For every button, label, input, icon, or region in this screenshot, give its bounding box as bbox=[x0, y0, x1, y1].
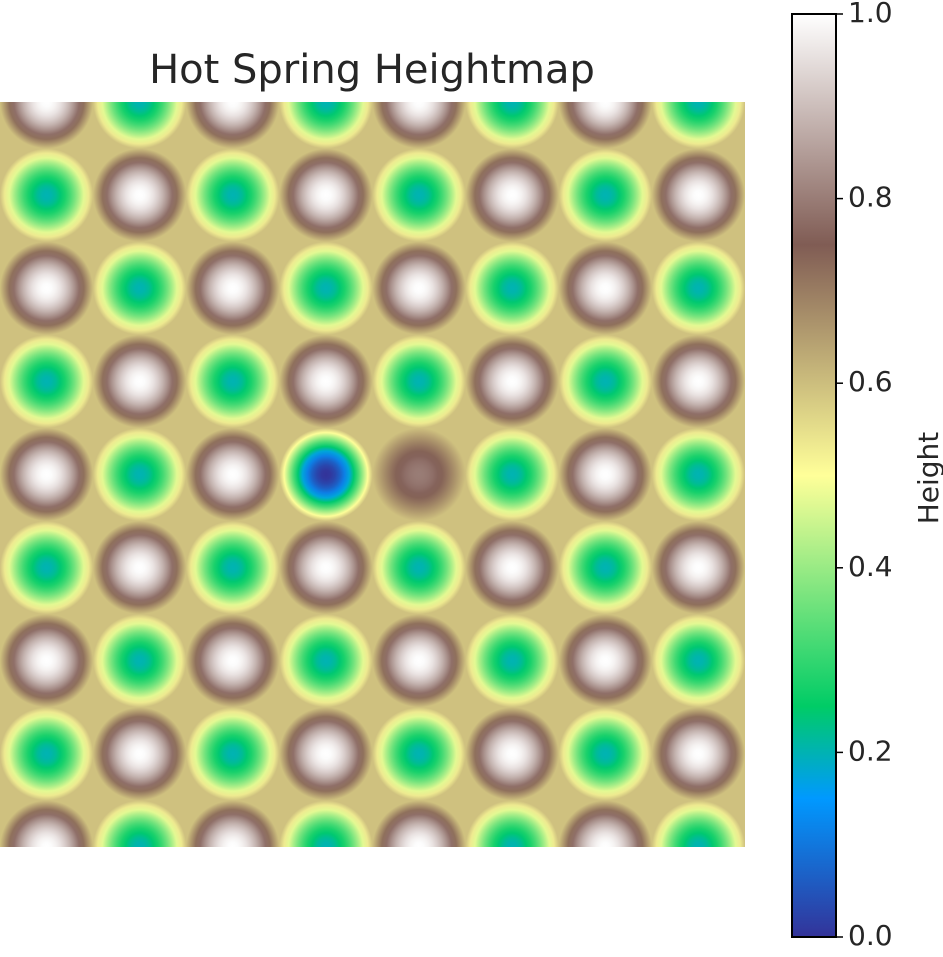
height-cell bbox=[651, 427, 745, 522]
height-cell bbox=[93, 521, 187, 615]
height-cell bbox=[651, 241, 745, 335]
height-cell bbox=[279, 707, 373, 801]
height-cell bbox=[186, 707, 280, 801]
height-cell bbox=[93, 334, 187, 428]
height-cell bbox=[372, 334, 466, 428]
height-cell bbox=[651, 707, 745, 801]
height-cell bbox=[558, 800, 652, 847]
height-cell bbox=[651, 102, 745, 149]
height-cell bbox=[372, 521, 466, 615]
height-cell bbox=[465, 707, 559, 801]
height-cell bbox=[186, 800, 280, 847]
height-cell bbox=[372, 241, 466, 335]
height-cell bbox=[93, 707, 187, 801]
height-cell bbox=[93, 427, 187, 522]
height-cell bbox=[651, 614, 745, 708]
height-cell bbox=[0, 427, 94, 522]
height-cell bbox=[372, 427, 466, 522]
height-cell bbox=[465, 241, 559, 335]
height-cell bbox=[372, 148, 466, 242]
height-cell bbox=[558, 614, 652, 708]
height-cell bbox=[0, 800, 94, 847]
height-cell bbox=[651, 521, 745, 615]
chart-title: Hot Spring Heightmap bbox=[149, 47, 595, 93]
height-cell bbox=[186, 614, 280, 708]
height-cell bbox=[558, 241, 652, 335]
height-cell bbox=[465, 427, 559, 522]
height-cell bbox=[465, 102, 559, 149]
height-cell bbox=[93, 102, 187, 149]
height-cell bbox=[0, 521, 94, 615]
height-cell bbox=[279, 521, 373, 615]
height-cell bbox=[372, 614, 466, 708]
height-cell bbox=[186, 148, 280, 242]
colorbar-gradient bbox=[791, 13, 837, 938]
height-cell bbox=[0, 241, 94, 335]
height-cell bbox=[651, 148, 745, 242]
colorbar-tick-label: 0.4 bbox=[848, 550, 893, 583]
height-cell bbox=[279, 334, 373, 428]
height-cell bbox=[186, 521, 280, 615]
height-cell bbox=[0, 614, 94, 708]
height-cell bbox=[279, 148, 373, 242]
height-cell bbox=[465, 334, 559, 428]
height-cell bbox=[0, 148, 94, 242]
colorbar-tick-label: 0.6 bbox=[848, 365, 893, 398]
height-cell bbox=[186, 241, 280, 335]
height-cell bbox=[279, 102, 373, 149]
height-cell bbox=[651, 800, 745, 847]
height-cell bbox=[558, 521, 652, 615]
height-cell bbox=[93, 148, 187, 242]
height-cell bbox=[372, 800, 466, 847]
height-cell bbox=[465, 521, 559, 615]
height-cell bbox=[279, 614, 373, 708]
height-cell bbox=[279, 427, 373, 522]
colorbar-tick-label: 0.2 bbox=[848, 734, 893, 767]
height-cell bbox=[279, 800, 373, 847]
height-cell bbox=[93, 800, 187, 847]
height-cell bbox=[372, 707, 466, 801]
heatmap bbox=[0, 102, 745, 847]
colorbar-tick-label: 1.0 bbox=[848, 0, 893, 29]
height-cell bbox=[0, 102, 94, 149]
height-cell bbox=[558, 334, 652, 428]
height-cell bbox=[372, 102, 466, 149]
height-cell bbox=[186, 334, 280, 428]
height-cell bbox=[186, 102, 280, 149]
height-cell bbox=[558, 707, 652, 801]
height-cell bbox=[558, 148, 652, 242]
height-cell bbox=[93, 241, 187, 335]
height-cell bbox=[465, 614, 559, 708]
height-cell bbox=[93, 614, 187, 708]
height-cell bbox=[186, 427, 280, 522]
height-cell bbox=[279, 241, 373, 335]
height-cell bbox=[651, 334, 745, 428]
colorbar-label: Height bbox=[912, 432, 943, 525]
height-cell bbox=[558, 102, 652, 149]
colorbar-tick-label: 0.0 bbox=[848, 919, 893, 952]
colorbar-tick-label: 0.8 bbox=[848, 181, 893, 214]
colorbar: 0.0 0.2 0.4 0.6 0.8 1.0 bbox=[791, 0, 893, 952]
height-cell bbox=[558, 427, 652, 522]
height-cell bbox=[0, 707, 94, 801]
height-cell bbox=[465, 800, 559, 847]
height-cell bbox=[465, 148, 559, 242]
height-cell bbox=[0, 334, 94, 428]
